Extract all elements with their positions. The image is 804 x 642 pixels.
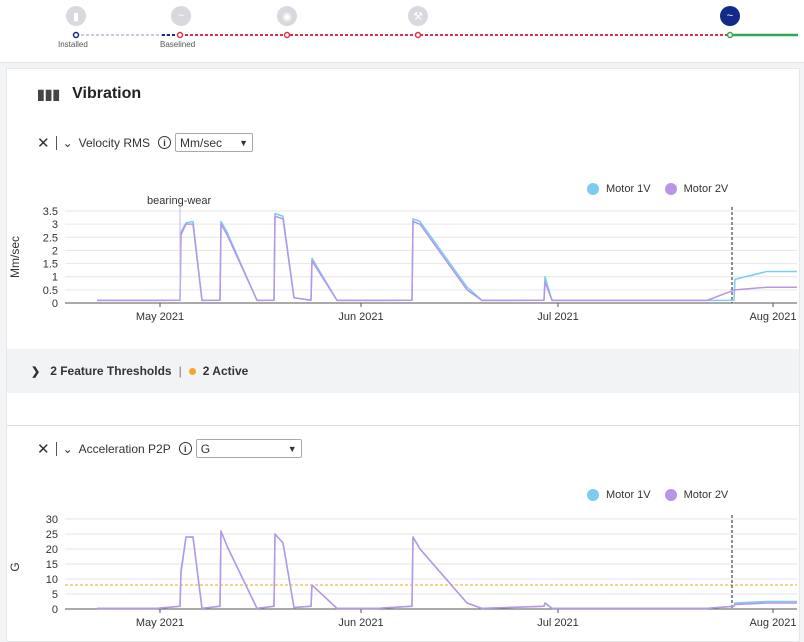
- legend-swatch: [587, 489, 599, 501]
- y-tick-label: 0: [52, 298, 58, 310]
- chevron-down-icon[interactable]: ⌄: [62, 135, 73, 150]
- metric-label: Velocity RMS: [78, 135, 150, 150]
- acceleration-chart: 0 5 10 15 20 25 30 G May 2021 Jun 2021 Jul 2021 Aug…: [8, 514, 797, 629]
- x-tick-label: May 2021: [136, 617, 184, 629]
- y-axis-label: Mm/sec: [8, 236, 22, 278]
- section-title-text: Vibration: [72, 85, 142, 102]
- timeline-node: [72, 31, 80, 39]
- vibration-icon: ▮▮▮: [37, 85, 61, 102]
- thresholds-label: 2 Feature Thresholds: [50, 364, 172, 378]
- y-tick-label: 15: [46, 559, 58, 571]
- status-dot-icon: [188, 367, 196, 375]
- y-tick-label: 3.5: [43, 206, 58, 218]
- active-label: 2 Active: [202, 364, 249, 378]
- velocity-panel-header: ✕ ⌄ Velocity RMS i Mm/sec ▼: [37, 133, 253, 152]
- divider: [55, 135, 57, 150]
- close-icon[interactable]: ✕: [37, 440, 50, 458]
- y-tick-label: 5: [52, 589, 58, 601]
- unit-select-value: G: [200, 441, 211, 456]
- acceleration-legend: Motor 1V Motor 2V: [587, 489, 742, 501]
- y-tick-label: 2.5: [43, 232, 58, 244]
- x-tick-label: Jul 2021: [537, 617, 579, 629]
- timeline-track: [72, 31, 798, 39]
- y-tick-label: 20: [46, 544, 58, 556]
- section-divider: [7, 425, 799, 426]
- legend-swatch: [587, 183, 599, 195]
- x-tick-label: Aug 2021: [749, 617, 796, 629]
- vibration-card: ▮▮▮ Vibration ✕ ⌄ Velocity RMS i Mm/sec …: [6, 68, 800, 642]
- chevron-down-icon[interactable]: ⌄: [62, 441, 73, 456]
- chevron-down-icon: ▼: [239, 137, 248, 148]
- legend-label: Motor 2V: [683, 489, 729, 501]
- legend-swatch: [664, 183, 677, 195]
- divider: [55, 441, 57, 456]
- unit-select[interactable]: G ▼: [195, 439, 302, 458]
- series-line-motor-2v: [97, 215, 797, 302]
- wave-icon[interactable]: ~: [720, 6, 740, 26]
- x-tick-label: Jun 2021: [338, 311, 383, 323]
- x-tick-label: May 2021: [136, 311, 184, 323]
- legend-item-motor-2v[interactable]: Motor 2V: [664, 183, 729, 195]
- separator: |: [178, 364, 182, 378]
- legend-label: Motor 2V: [683, 183, 729, 195]
- y-tick-label: 0: [52, 604, 58, 616]
- y-tick-label: 30: [46, 514, 58, 526]
- y-tick-label: 1.5: [43, 259, 58, 271]
- timeline-node: [726, 31, 734, 39]
- legend-item-motor-1v[interactable]: Motor 1V: [587, 183, 651, 195]
- x-tick-label: Aug 2021: [749, 311, 796, 323]
- timeline-label-baselined: Baselined: [160, 40, 196, 49]
- unit-select[interactable]: Mm/sec ▼: [175, 133, 253, 152]
- wrench-icon[interactable]: ⚒: [408, 6, 428, 26]
- section-title: ▮▮▮ Vibration: [37, 85, 141, 103]
- feature-thresholds-bar[interactable]: ❯ 2 Feature Thresholds | 2 Active: [7, 349, 799, 393]
- velocity-legend: Motor 1V Motor 2V: [587, 183, 742, 195]
- legend-label: Motor 1V: [606, 183, 651, 195]
- legend-item-motor-1v[interactable]: Motor 1V: [587, 489, 651, 501]
- series-line-motor-2v: [97, 530, 797, 610]
- shield-icon[interactable]: ▮: [66, 6, 86, 26]
- series-line-motor-1v: [97, 530, 797, 610]
- y-tick-label: 3: [52, 219, 58, 231]
- y-tick-label: 0.5: [43, 285, 58, 297]
- unit-select-value: Mm/sec: [180, 135, 222, 150]
- legend-swatch: [664, 489, 677, 501]
- y-tick-label: 1: [52, 272, 58, 284]
- chevron-right-icon[interactable]: ❯: [31, 365, 41, 378]
- timeline-node: [283, 31, 291, 39]
- y-tick-label: 25: [46, 529, 58, 541]
- info-icon[interactable]: i: [178, 442, 192, 455]
- legend-item-motor-2v[interactable]: Motor 2V: [664, 489, 729, 501]
- velocity-chart: 00.511.5 22.533.5 Mm/sec May 2021 Jun 2021 Ju…: [8, 195, 797, 323]
- info-icon[interactable]: i: [158, 136, 171, 149]
- timeline-node: [176, 31, 184, 39]
- timeline-label-installed: Installed: [58, 40, 88, 49]
- legend-label: Motor 1V: [606, 489, 651, 501]
- chevron-down-icon: ▼: [287, 443, 297, 454]
- x-tick-label: Jun 2021: [338, 617, 383, 629]
- timeline-node: [414, 31, 422, 39]
- annotation-label: bearing-wear: [147, 195, 212, 207]
- y-tick-label: 2: [52, 245, 58, 257]
- series-line-motor-1v: [97, 212, 797, 302]
- acceleration-panel-header: ✕ ⌄ Acceleration P2P i G ▼: [37, 439, 302, 458]
- close-icon[interactable]: ✕: [37, 134, 50, 152]
- lifecycle-timeline: ▮ ~ ◉ ⚒ ~ Installed Baselined: [0, 0, 804, 63]
- y-tick-label: 10: [46, 574, 58, 586]
- x-tick-label: Jul 2021: [537, 311, 579, 323]
- metric-label: Acceleration P2P: [78, 441, 171, 456]
- wave-icon[interactable]: ~: [171, 6, 191, 26]
- y-axis-label: G: [8, 562, 22, 571]
- eye-icon[interactable]: ◉: [277, 6, 297, 26]
